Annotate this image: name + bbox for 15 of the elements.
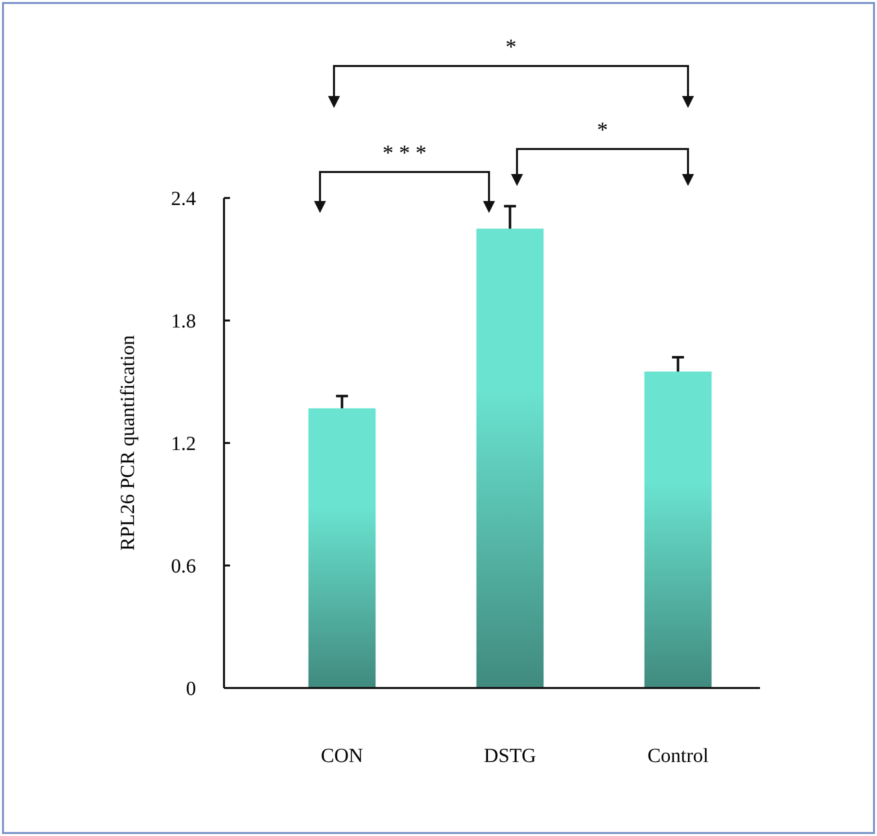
text: * * * [382,140,426,165]
y-tick-label: 0.6 [171,556,196,578]
y-axis-title: RPL26 PCR quantification [117,335,139,551]
bar [476,228,544,688]
y-tick-label: 0 [186,678,196,700]
x-tick-label: CON [320,745,364,767]
y-tick-label: 1.2 [171,433,196,455]
text: * [597,117,608,142]
y-tick-label: 2.4 [171,188,196,210]
x-tick-label: DSTG [484,745,536,767]
text: * [506,34,516,59]
x-tick-label: Control [647,745,709,767]
y-tick-label: 1.8 [171,310,196,332]
bar [644,372,712,688]
bar [308,408,376,688]
